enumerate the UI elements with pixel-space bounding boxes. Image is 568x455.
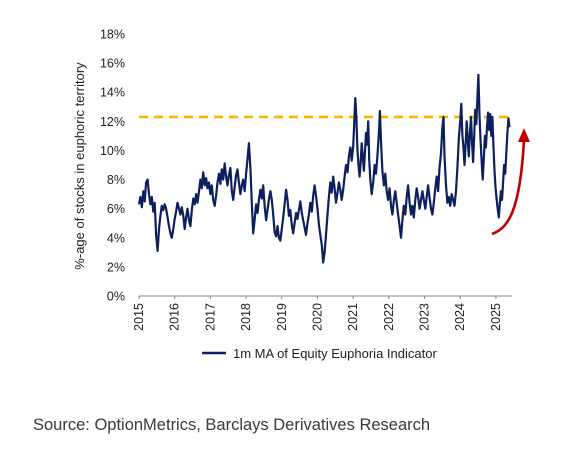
y-tick-label: 18% — [100, 28, 125, 42]
series-line — [137, 73, 511, 264]
x-tick-label: 2016 — [168, 303, 182, 331]
y-tick-label: 6% — [107, 202, 125, 216]
y-tick-label: 10% — [100, 144, 125, 158]
y-axis-title: %-age of stocks in euphoric territory — [72, 62, 87, 270]
y-tick-label: 8% — [107, 173, 125, 187]
y-tick-label: 0% — [107, 290, 125, 304]
y-tick-label: 2% — [107, 260, 125, 274]
x-tick-label: 2023 — [418, 303, 432, 331]
trend-arrow — [491, 139, 526, 236]
source-note: Source: OptionMetrics, Barclays Derivati… — [33, 416, 431, 434]
y-tick-label: 4% — [107, 231, 125, 245]
y-tick-label: 12% — [100, 115, 125, 129]
x-tick-label: 2020 — [310, 303, 324, 331]
x-tick-label: 2024 — [453, 303, 467, 331]
trend-arrow-head — [518, 128, 530, 142]
y-tick-label: 14% — [100, 86, 125, 100]
y-tick-label: 16% — [100, 57, 125, 71]
legend-label: 1m MA of Equity Euphoria Indicator — [233, 346, 437, 361]
x-tick-label: 2017 — [203, 303, 217, 331]
y-axis-ticks: 0% 2% 4% 6% 8% 10% 12% 14% 16% 18% — [100, 28, 125, 304]
x-axis-ticks: 2015 2016 2017 2018 2019 2020 2021 2022 2023 2024… — [132, 296, 503, 331]
x-tick-label: 2025 — [489, 303, 503, 331]
x-tick-label: 2015 — [132, 303, 146, 331]
x-tick-label: 2022 — [382, 303, 396, 331]
x-tick-label: 2018 — [239, 303, 253, 331]
series-layer — [137, 73, 511, 264]
x-tick-label: 2021 — [346, 303, 360, 331]
x-tick-label: 2019 — [275, 303, 289, 331]
